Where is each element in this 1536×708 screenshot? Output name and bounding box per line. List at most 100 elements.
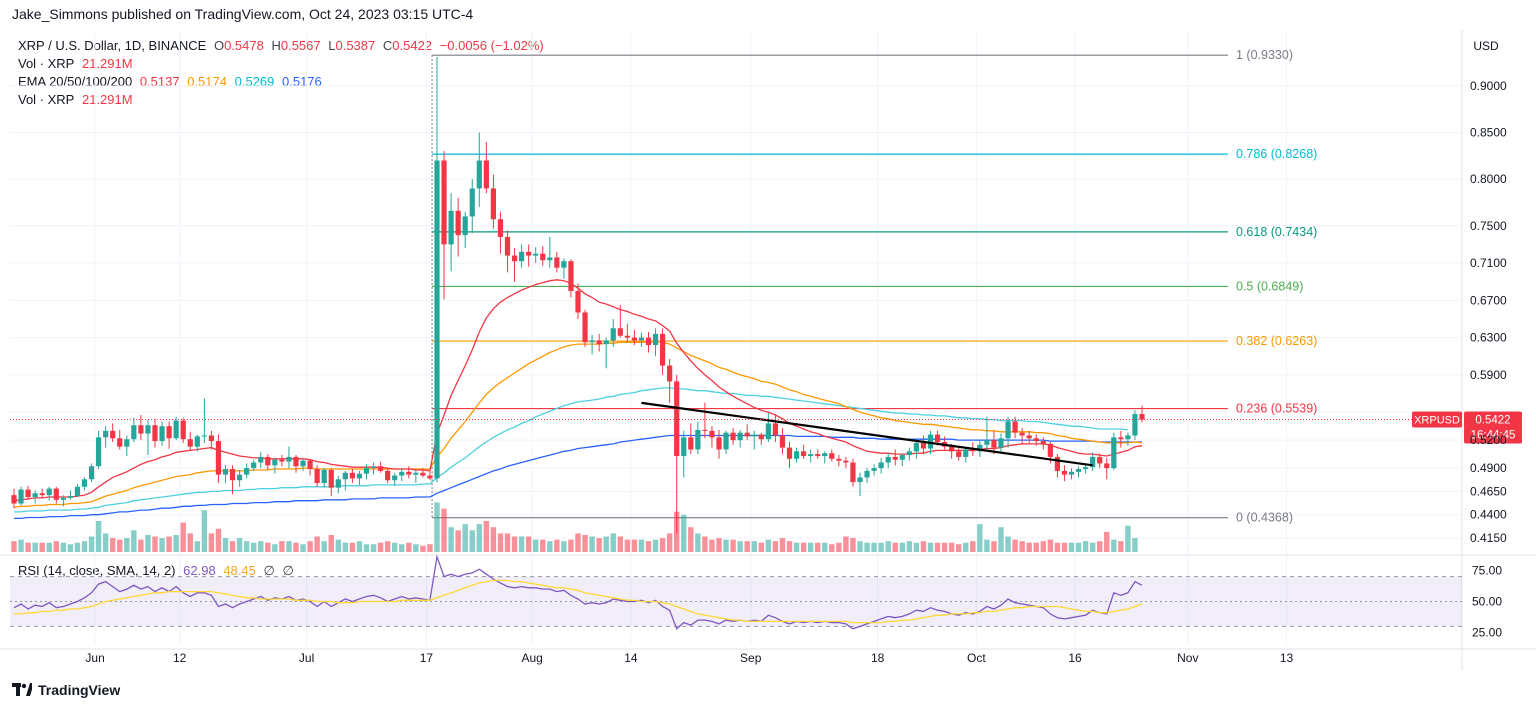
time-tick-label: Jul — [299, 651, 314, 665]
volume-bar — [187, 533, 193, 552]
volume-bar — [279, 541, 285, 552]
volume-bar — [236, 538, 243, 552]
candle-body — [1132, 414, 1138, 436]
candle-body — [723, 432, 729, 450]
time-tick-label: Aug — [521, 651, 542, 665]
volume-bar — [1082, 541, 1089, 552]
candle-body — [631, 337, 637, 341]
rsi-tick-label: 75.00 — [1472, 563, 1502, 577]
candle-body — [751, 434, 757, 437]
fib-level-label: 0.382 (0.6263) — [1236, 334, 1317, 348]
volume-bar — [998, 527, 1004, 552]
price-tick-label: 0.6700 — [1470, 293, 1507, 307]
trendline[interactable]: XRPUSD 0.5422 16:44:45 — [10, 401, 1522, 467]
candle-body — [159, 426, 165, 442]
candle-body — [681, 437, 687, 456]
volume-bar — [511, 536, 518, 552]
volume-bar — [243, 541, 250, 552]
rsi-tick-label: 50.00 — [1472, 595, 1502, 609]
ema200-line — [14, 434, 1142, 520]
volume-bar — [67, 544, 74, 552]
price-tick-label: 0.8000 — [1470, 172, 1507, 186]
candle-body — [695, 429, 701, 450]
candle-body — [251, 462, 257, 469]
volume-bar — [765, 539, 772, 552]
candle-body — [1111, 437, 1117, 469]
candle-body — [1104, 463, 1110, 469]
ema-legend: EMA 20/50/100/200 0.5137 0.5174 0.5269 0… — [18, 73, 326, 91]
candle-body — [596, 340, 602, 345]
candle-body — [53, 488, 59, 500]
volume-bar — [74, 542, 81, 552]
candle-body — [413, 472, 419, 475]
volume-bar — [977, 524, 983, 552]
volume-bar — [95, 521, 102, 552]
volume-bar — [102, 533, 109, 552]
rsi-label[interactable]: RSI (14, close, SMA, 14, 2) — [18, 563, 176, 578]
candle-body — [96, 437, 102, 467]
volume-bar — [843, 536, 849, 552]
volume-label[interactable]: Vol · XRP — [18, 56, 75, 71]
tradingview-brand: TradingView — [38, 682, 121, 698]
candle-body — [293, 456, 299, 467]
candle-body — [674, 381, 680, 456]
candle-body — [603, 340, 609, 345]
candle-body — [342, 472, 348, 480]
fib-level-label: 0.786 (0.8268) — [1236, 147, 1317, 161]
rsi-legend: RSI (14, close, SMA, 14, 2) 62.98 48.45 … — [18, 562, 298, 580]
candle-body — [32, 493, 38, 498]
volume-bar — [180, 522, 186, 552]
candle-body — [561, 261, 567, 268]
volume-bar — [448, 527, 454, 552]
candle-body — [363, 468, 370, 474]
volume-bar — [483, 521, 490, 552]
volume-bar — [377, 542, 384, 552]
ema-label[interactable]: EMA 20/50/100/200 — [18, 74, 133, 89]
candle-body — [688, 437, 694, 450]
volume-bar — [533, 539, 539, 552]
volume-bar — [624, 539, 631, 552]
candle-body — [1090, 456, 1096, 468]
candle-body — [871, 468, 877, 471]
symbol-name[interactable]: XRP / U.S. Dollar, 1D, BINANCE — [18, 38, 207, 53]
volume-bar — [18, 539, 24, 552]
volume-bar — [307, 541, 313, 552]
price-tick-label: 0.4400 — [1470, 508, 1507, 522]
candle-body — [758, 434, 764, 440]
high-label: H — [271, 38, 281, 53]
low-label: L — [328, 38, 336, 53]
candle-body — [793, 451, 800, 459]
volume-bar — [1047, 539, 1054, 552]
volume-bar — [293, 542, 299, 552]
volume-bar — [723, 539, 729, 552]
volume-bar — [124, 538, 130, 552]
volume-bar — [152, 536, 158, 552]
price-tick-label: 0.4650 — [1470, 484, 1507, 498]
volume-bar — [709, 539, 715, 552]
candle-body — [638, 337, 645, 341]
volume-label-2[interactable]: Vol · XRP — [18, 92, 75, 107]
volume-bar — [540, 539, 546, 552]
price-tick-label: 0.6300 — [1470, 331, 1507, 345]
volume-bar — [166, 536, 172, 552]
candle-body — [956, 451, 962, 457]
volume-bar — [1012, 539, 1018, 552]
candle-body — [554, 257, 560, 268]
volume-bar — [772, 541, 779, 552]
volume-bar — [871, 542, 877, 552]
candle-body — [1097, 456, 1103, 464]
candle-body — [949, 446, 955, 452]
candle-body — [765, 423, 771, 440]
candle-body — [899, 455, 905, 460]
candle-body — [349, 472, 355, 479]
volume-bar — [328, 534, 334, 552]
candle-body — [145, 425, 151, 434]
candle-body — [913, 442, 919, 452]
candle-body — [272, 459, 278, 466]
axes: USD 0.9000 0.8500 0.8000 0.7500 0.7100 0.6700 0… — [85, 39, 1507, 665]
last-price-value: 0.5422 — [1475, 414, 1510, 426]
fib-retracement[interactable]: 1 (0.9330) 0.786 (0.8268) 0.618 (0.7434) 0.… — [431, 48, 1317, 525]
volume-bar — [81, 541, 88, 552]
volume-bar — [1125, 525, 1131, 552]
